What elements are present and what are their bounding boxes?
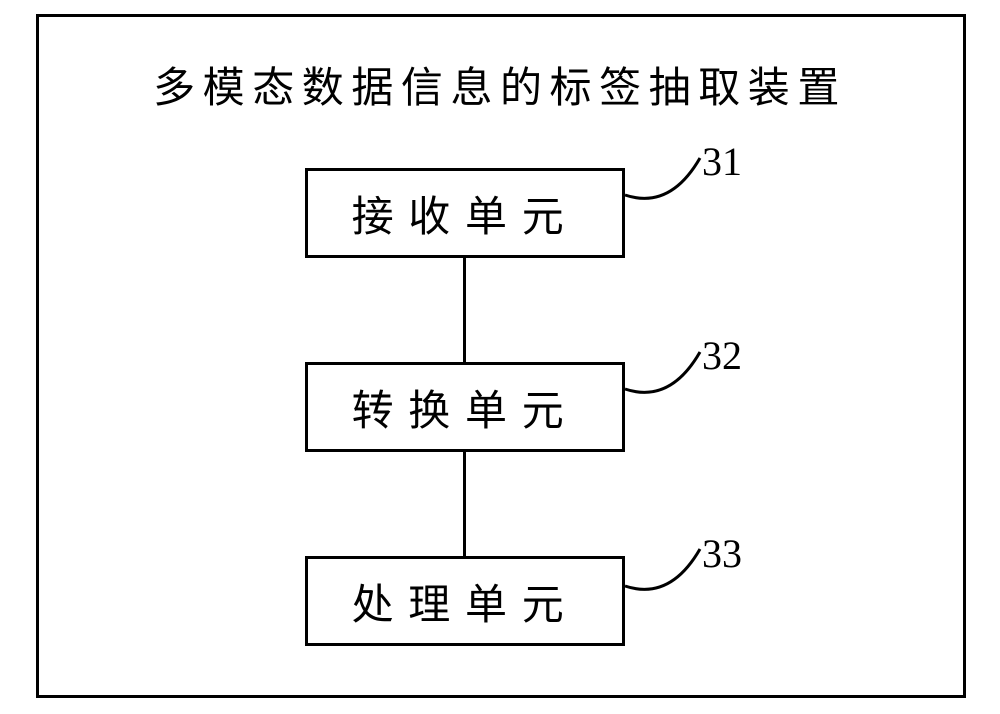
leader-33: [0, 0, 1000, 714]
